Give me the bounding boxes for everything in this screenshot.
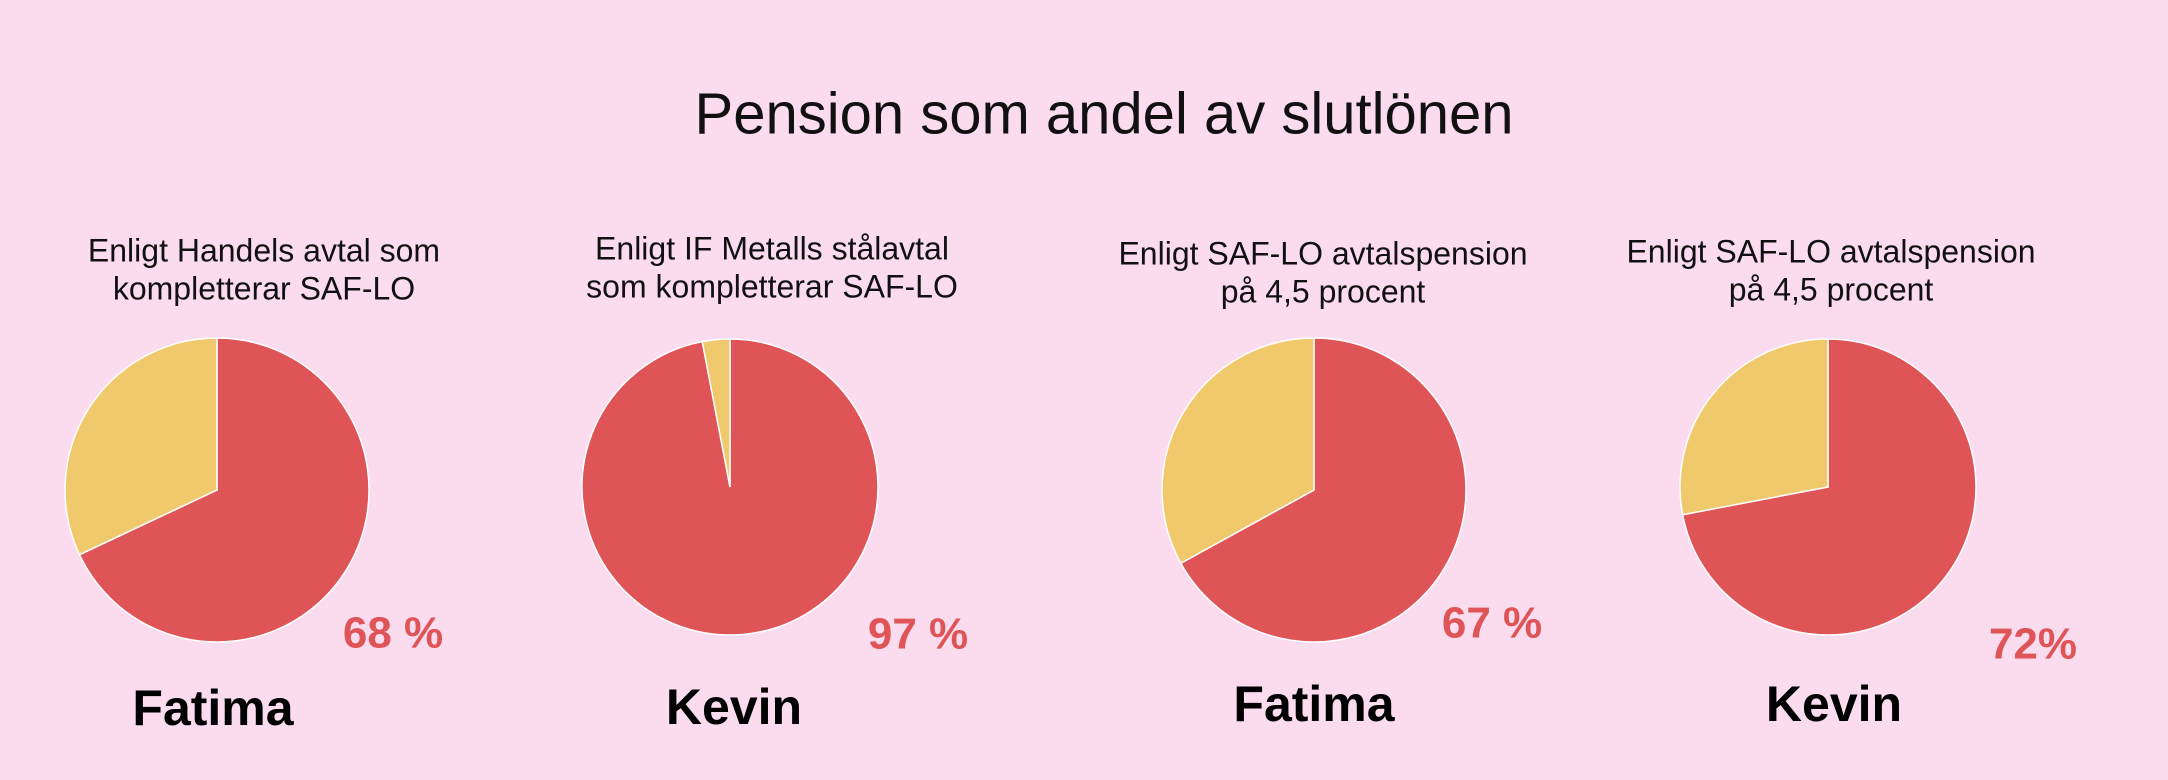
value-label: 68 % [343, 609, 443, 658]
person-name: Fatima [132, 680, 294, 736]
value-label: 67 % [1442, 599, 1542, 648]
chart-subtitle: på 4,5 procent [1729, 271, 1934, 307]
chart-subtitle: Enligt Handels avtal som [88, 232, 440, 268]
pie-slice [701, 338, 731, 488]
value-label: 72% [1989, 620, 2077, 669]
chart-subtitle: kompletterar SAF-LO [113, 270, 415, 306]
page-title: Pension som andel av slutlönen [695, 81, 1514, 146]
pie-slice [1179, 337, 1467, 643]
person-name: Fatima [1233, 676, 1395, 732]
chart-subtitle: på 4,5 procent [1221, 273, 1426, 309]
chart-subtitle: som kompletterar SAF-LO [586, 268, 958, 304]
value-label: 97 % [868, 610, 968, 659]
pie-slice [1161, 337, 1315, 565]
chart-subtitle: Enligt SAF-LO avtalspension [1626, 233, 2035, 269]
pie-slice [78, 337, 370, 643]
chart-subtitle: Enligt IF Metalls stålavtal [595, 230, 949, 266]
pie-slice [1679, 338, 1829, 516]
chart-subtitle: Enligt SAF-LO avtalspension [1118, 235, 1527, 271]
person-name: Kevin [1766, 676, 1902, 732]
pie-slice [64, 337, 218, 556]
pie-slice [1681, 338, 1977, 636]
person-name: Kevin [666, 679, 802, 735]
